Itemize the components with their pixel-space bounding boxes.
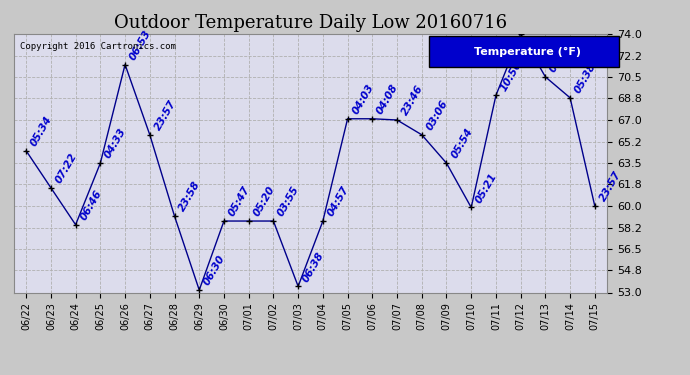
Text: 06:30: 06:30 [202,254,227,287]
Text: Temperature (°F): Temperature (°F) [473,47,580,57]
Text: 04:08: 04:08 [375,82,400,116]
Text: 07:22: 07:22 [54,151,79,185]
Text: 23:57: 23:57 [152,98,178,132]
Title: Outdoor Temperature Daily Low 20160716: Outdoor Temperature Daily Low 20160716 [114,14,507,32]
Text: 06:46: 06:46 [79,188,103,222]
Text: 06:38: 06:38 [301,250,326,284]
Text: 05:47: 05:47 [227,184,252,218]
Text: 04:57: 04:57 [326,184,351,218]
Text: 23:58: 23:58 [177,180,202,213]
Text: 03:06: 03:06 [424,98,450,132]
Text: 03:55: 03:55 [276,184,302,218]
Text: 05:34: 05:34 [29,114,54,148]
Text: Copyright 2016 Cartronics.com: Copyright 2016 Cartronics.com [20,42,176,51]
Text: 23:57: 23:57 [598,170,623,204]
Text: 05:20: 05:20 [251,184,277,218]
Text: 05:38: 05:38 [573,62,598,95]
Text: 10:50: 10:50 [499,59,524,93]
Text: 05:59: 05:59 [548,40,573,74]
Text: 04:03: 04:03 [351,82,375,116]
FancyBboxPatch shape [429,36,619,68]
Text: 04:33: 04:33 [103,127,128,160]
Text: 05:21: 05:21 [474,171,499,205]
Text: 05:54: 05:54 [449,127,475,160]
Text: 23:46: 23:46 [400,84,425,117]
Text: 06:53: 06:53 [128,28,153,62]
